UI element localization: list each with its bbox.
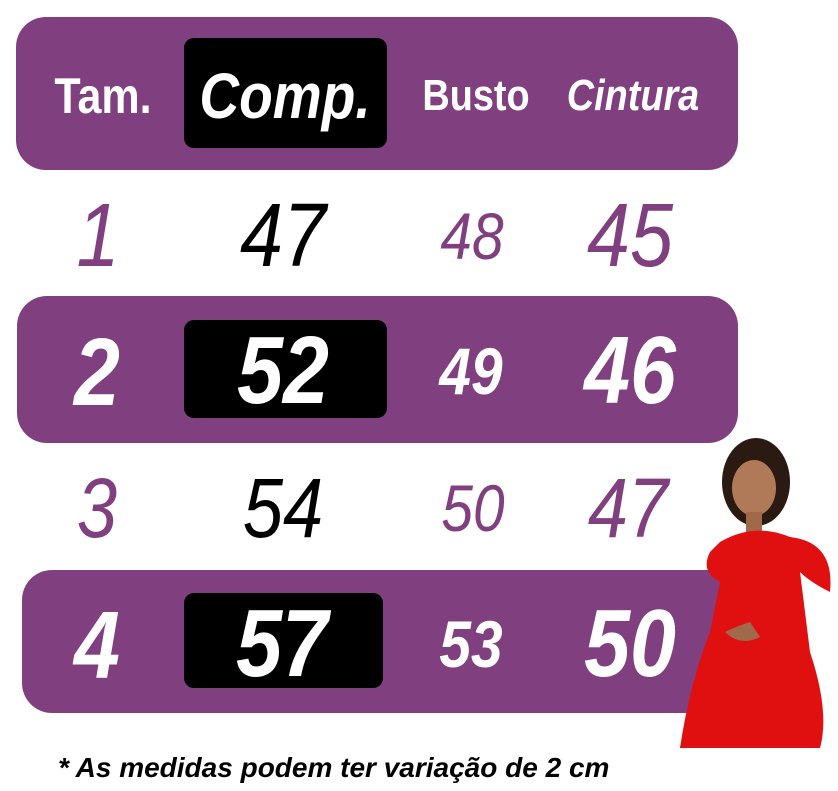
footnote: * As medidas podem ter variação de 2 cm [58, 752, 610, 783]
row3-tam: 3 [76, 461, 118, 555]
header-cintura: Cintura [566, 71, 700, 120]
girl-photo [680, 438, 831, 748]
header-comp-highlight [184, 38, 387, 148]
row4-cintura: 50 [584, 590, 676, 697]
row3-cintura: 47 [587, 461, 669, 555]
row1-comp: 47 [239, 186, 327, 286]
row4-tam: 4 [74, 592, 120, 699]
header-comp: Comp. [199, 60, 371, 132]
row2-cintura: 46 [584, 317, 676, 424]
row3-busto: 50 [441, 471, 505, 545]
row1-cintura: 45 [586, 186, 674, 286]
row4-busto: 53 [439, 607, 503, 681]
row2-comp: 52 [237, 317, 329, 424]
row1-busto: 48 [440, 199, 504, 273]
row3-comp: 54 [242, 461, 324, 555]
row2-busto: 49 [439, 334, 503, 408]
row2-tam: 2 [74, 319, 120, 426]
header-tam: Tam. [54, 68, 152, 124]
row4-comp: 57 [236, 590, 328, 697]
row2-comp-highlight [184, 320, 387, 418]
row1-tam: 1 [76, 186, 120, 286]
header-busto: Busto [422, 71, 530, 120]
row4-comp-highlight [184, 593, 383, 688]
